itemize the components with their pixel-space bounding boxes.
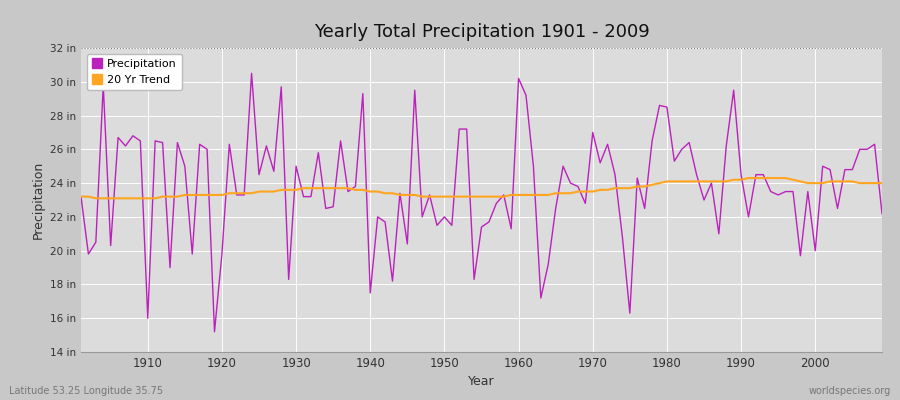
- Text: Latitude 53.25 Longitude 35.75: Latitude 53.25 Longitude 35.75: [9, 386, 163, 396]
- Legend: Precipitation, 20 Yr Trend: Precipitation, 20 Yr Trend: [86, 54, 182, 90]
- Text: worldspecies.org: worldspecies.org: [809, 386, 891, 396]
- Title: Yearly Total Precipitation 1901 - 2009: Yearly Total Precipitation 1901 - 2009: [313, 23, 650, 41]
- X-axis label: Year: Year: [468, 376, 495, 388]
- Y-axis label: Precipitation: Precipitation: [32, 161, 44, 239]
